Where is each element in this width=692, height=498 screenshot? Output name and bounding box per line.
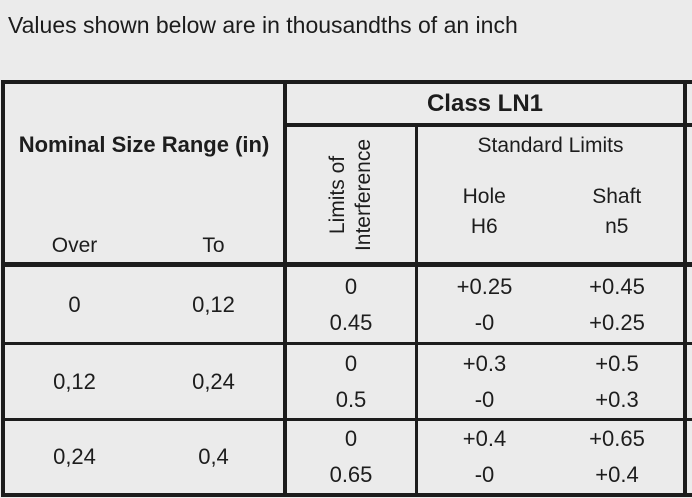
border-bottom bbox=[1, 493, 692, 497]
row3-shaft-cell: +0.65 +0.4 bbox=[551, 421, 683, 493]
row2-over-value: 0,12 bbox=[53, 368, 96, 394]
hole-shaft-labels: Hole H6 Shaft n5 bbox=[418, 182, 683, 242]
row1-to-value: 0,12 bbox=[192, 291, 235, 317]
divider-under-class-header bbox=[283, 123, 692, 127]
row3-to-value: 0,4 bbox=[198, 444, 229, 469]
hole-header: Hole H6 bbox=[418, 182, 551, 242]
divider-row-1 bbox=[1, 342, 692, 345]
standard-limits-label: Standard Limits bbox=[477, 134, 624, 157]
nominal-size-header: Nominal Size Range (in) bbox=[18, 132, 270, 157]
class-header-cell: Class LN1 bbox=[287, 84, 683, 123]
divider-nominal-right bbox=[283, 80, 287, 497]
row2-shaft-upper: +0.5 bbox=[595, 350, 639, 376]
row1-hole-lower: -0 bbox=[474, 309, 495, 335]
row2-interference-upper: 0 bbox=[344, 350, 358, 376]
row1-hole-cell: +0.25 -0 bbox=[418, 267, 551, 342]
interference-header-line2: Interference bbox=[351, 138, 375, 251]
class-header: Class LN1 bbox=[426, 89, 544, 117]
interference-header-cell: Limits of Interference bbox=[287, 127, 415, 262]
shaft-label: Shaft bbox=[592, 185, 642, 208]
over-label: Over bbox=[51, 234, 98, 257]
interference-header-line1: Limits of bbox=[325, 155, 349, 234]
row1-shaft-lower: +0.25 bbox=[589, 309, 645, 335]
row3-over-value: 0,24 bbox=[53, 444, 96, 469]
border-top bbox=[1, 80, 692, 84]
row3-interference-lower: 0.65 bbox=[329, 462, 373, 487]
hole-sub-label: H6 bbox=[470, 215, 498, 238]
row2-hole-lower: -0 bbox=[474, 386, 495, 412]
to-label: To bbox=[202, 234, 225, 257]
row3-over-cell: 0,24 bbox=[5, 421, 144, 493]
hole-label: Hole bbox=[462, 185, 506, 208]
divider-row-2 bbox=[1, 418, 692, 421]
page-title: Values shown below are in thousandths of… bbox=[8, 12, 518, 38]
border-left bbox=[1, 80, 5, 497]
shaft-header: Shaft n5 bbox=[551, 182, 684, 242]
row2-interference-lower: 0.5 bbox=[335, 386, 367, 412]
row1-shaft-upper: +0.45 bbox=[589, 273, 645, 299]
row3-interference-cell: 0 0.65 bbox=[287, 421, 415, 493]
row1-interference-cell: 0 0.45 bbox=[287, 267, 415, 342]
row1-over-value: 0 bbox=[68, 291, 81, 317]
divider-under-column-headers bbox=[1, 262, 692, 267]
standard-limits-header-cell: Standard Limits Hole H6 Shaft n5 bbox=[418, 127, 683, 262]
divider-class-right bbox=[683, 80, 687, 497]
row1-shaft-cell: +0.45 +0.25 bbox=[551, 267, 683, 342]
row2-hole-upper: +0.3 bbox=[462, 350, 507, 376]
row3-shaft-lower: +0.4 bbox=[595, 462, 639, 487]
row1-over-cell: 0 bbox=[5, 267, 144, 342]
shaft-sub-label: n5 bbox=[605, 215, 629, 238]
row1-to-cell: 0,12 bbox=[144, 267, 283, 342]
row3-shaft-upper: +0.65 bbox=[589, 426, 645, 451]
row3-hole-cell: +0.4 -0 bbox=[418, 421, 551, 493]
row3-hole-upper: +0.4 bbox=[462, 426, 507, 451]
row3-interference-upper: 0 bbox=[344, 426, 358, 451]
row2-shaft-cell: +0.5 +0.3 bbox=[551, 345, 683, 418]
row1-interference-upper: 0 bbox=[344, 273, 358, 299]
row2-to-cell: 0,24 bbox=[144, 345, 283, 418]
row2-shaft-lower: +0.3 bbox=[595, 386, 639, 412]
row2-hole-cell: +0.3 -0 bbox=[418, 345, 551, 418]
row2-to-value: 0,24 bbox=[192, 368, 235, 394]
row2-over-cell: 0,12 bbox=[5, 345, 144, 418]
row3-hole-lower: -0 bbox=[474, 462, 495, 487]
row1-interference-lower: 0.45 bbox=[329, 309, 373, 335]
row1-hole-upper: +0.25 bbox=[456, 273, 513, 299]
nominal-size-header-cell: Nominal Size Range (in) Over To bbox=[5, 84, 283, 262]
over-to-labels: Over To bbox=[5, 235, 283, 257]
row2-interference-cell: 0 0.5 bbox=[287, 345, 415, 418]
divider-interference-right bbox=[415, 123, 418, 497]
row3-to-cell: 0,4 bbox=[144, 421, 283, 493]
interference-header: Limits of Interference bbox=[325, 138, 377, 250]
